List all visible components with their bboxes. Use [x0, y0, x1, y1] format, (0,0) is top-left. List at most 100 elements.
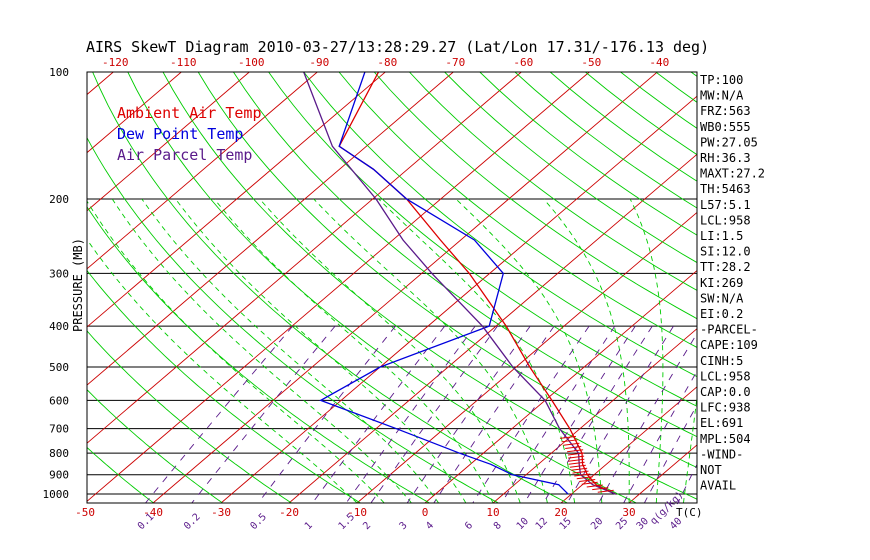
- mixing-ratio-line: [472, 325, 590, 503]
- pressure-tick-label: 400: [49, 320, 69, 333]
- isotherm-line: [288, 153, 697, 503]
- moist-adiabat-line: [543, 198, 630, 503]
- isotherm-line: [765, 72, 870, 503]
- sounding-index-label: TP:100: [700, 73, 743, 87]
- bottom-temp-tick-label: -30: [211, 506, 231, 519]
- legend: Ambient Air Temp Dew Point Temp Air Parc…: [117, 104, 262, 164]
- moist-adiabat-line: [111, 198, 412, 503]
- isotherm-line: [0, 72, 45, 503]
- mixing-ratio-tick-label: 3: [398, 520, 410, 532]
- isotherm-line: [87, 72, 182, 154]
- pressure-tick-label: 600: [49, 394, 69, 407]
- moist-adiabat-line: [141, 198, 439, 503]
- sounding-curves: [303, 72, 616, 495]
- sounding-index-label: RH:36.3: [700, 151, 751, 165]
- bottom-temp-tick-label: -20: [279, 506, 299, 519]
- wind-hatch-mark: [568, 455, 585, 459]
- dry-adiabat-line: [87, 136, 499, 503]
- ambient-air-temp-line: [338, 72, 616, 495]
- dry-adiabat-line: [761, 72, 870, 503]
- bottom-temp-tick-label: 10: [486, 506, 499, 519]
- wind-hatch-mark: [568, 461, 585, 465]
- moist-adiabat-line: [378, 198, 576, 503]
- dry-adiabat-line: [92, 72, 568, 503]
- chart-title: AIRS SkewT Diagram 2010-03-27/13:28:29.2…: [86, 38, 709, 56]
- dry-adiabat-line: [832, 72, 870, 503]
- dry-adiabat-line: [479, 72, 697, 236]
- mixing-ratio-line: [145, 325, 294, 503]
- bottom-temp-tick-label: -50: [75, 506, 95, 519]
- mixing-ratio-line: [501, 325, 616, 503]
- sounding-index-label: KI:269: [700, 276, 743, 290]
- dry-adiabat-line: [268, 72, 697, 407]
- dry-adiabat-line: [409, 72, 697, 291]
- pressure-tick-label: 200: [49, 193, 69, 206]
- wind-hatch-mark: [565, 446, 582, 450]
- mixing-ratio-line: [312, 325, 446, 503]
- mixing-ratio-line: [623, 370, 697, 503]
- mixing-ratio-tick-label: 0.5: [248, 512, 269, 533]
- wind-hatch-mark: [563, 442, 580, 446]
- wind-hatch-mark: [597, 489, 614, 493]
- pressure-tick-label: 900: [49, 469, 69, 482]
- sounding-index-label: EI:0.2: [700, 307, 743, 321]
- x-axis-label: T(C): [676, 506, 703, 519]
- sounding-index-label: LCL:958: [700, 213, 751, 227]
- moist-adiabat-line: [313, 198, 548, 503]
- isotherm-line: [492, 328, 697, 503]
- mixing-ratio-line: [257, 325, 396, 503]
- sounding-index-label: -PARCEL-: [700, 323, 758, 337]
- pressure-tick-label: 1000: [43, 488, 70, 501]
- air-parcel-temp-line: [303, 72, 616, 495]
- sounding-index-label: -WIND-: [700, 447, 743, 461]
- mixing-ratio-tick-label: 0.2: [182, 512, 203, 533]
- sounding-index-label: CINH:5: [700, 354, 743, 368]
- sounding-index-label: MAXT:27.2: [700, 167, 765, 181]
- mixing-ratio-tick-label: 10: [515, 516, 531, 532]
- mixing-ratio-line: [598, 332, 697, 503]
- plot-frame: [86, 71, 698, 504]
- mixing-ratio-tick-label: 4: [424, 520, 436, 532]
- top-temp-tick-label: -120: [102, 56, 129, 69]
- sounding-index-label: MPL:504: [700, 432, 751, 446]
- wind-hatch-mark: [579, 479, 596, 483]
- dry-adiabat-line: [444, 72, 697, 264]
- sounding-index-label: SW:N/A: [700, 291, 744, 305]
- isotherm-line: [560, 386, 697, 503]
- dry-adiabat-line: [303, 72, 697, 378]
- sounding-index-label: CAP:0.0: [700, 385, 751, 399]
- pressure-tick-label: 800: [49, 447, 69, 460]
- dry-adiabat-line: [197, 72, 697, 469]
- mixing-ratio-tick-label: 2: [361, 520, 373, 532]
- isotherm-line: [87, 72, 522, 444]
- legend-air-parcel-temp: Air Parcel Temp: [117, 146, 252, 164]
- isotherm-line: [220, 95, 697, 503]
- y-axis-label: PRESSURE (MB): [71, 238, 85, 332]
- mixing-ratio-line: [433, 325, 555, 503]
- top-temp-tick-label: -70: [445, 56, 465, 69]
- top-temp-tick-label: -80: [377, 56, 397, 69]
- dew-point-temp-line: [319, 72, 569, 495]
- wind-hatch-mark: [592, 487, 609, 491]
- sounding-index-label: WB0:555: [700, 120, 751, 134]
- wind-hatch-mark: [559, 435, 577, 439]
- bottom-temp-tick-label: -10: [347, 506, 367, 519]
- mixing-ratio-line: [524, 325, 636, 503]
- bottom-temp-tick-label: 0: [422, 506, 429, 519]
- dry-adiabat-line: [162, 72, 697, 500]
- wind-hatch-mark: [571, 467, 588, 471]
- mixing-ratio-line: [543, 325, 653, 503]
- dry-adiabat-line: [655, 72, 697, 103]
- dry-adiabat-line: [87, 389, 223, 503]
- isotherm-line: [87, 72, 386, 328]
- moist-adiabat-line: [87, 200, 385, 503]
- moist-adiabat-line: [455, 198, 603, 503]
- isotherm-line: [87, 72, 250, 212]
- top-temp-tick-label: -60: [513, 56, 533, 69]
- isotherm-line: [87, 72, 454, 386]
- wind-hatch-mark: [561, 439, 578, 443]
- pressure-tick-label: 700: [49, 423, 69, 436]
- dry-adiabat-line: [233, 72, 697, 438]
- dry-adiabat-line: [87, 269, 361, 503]
